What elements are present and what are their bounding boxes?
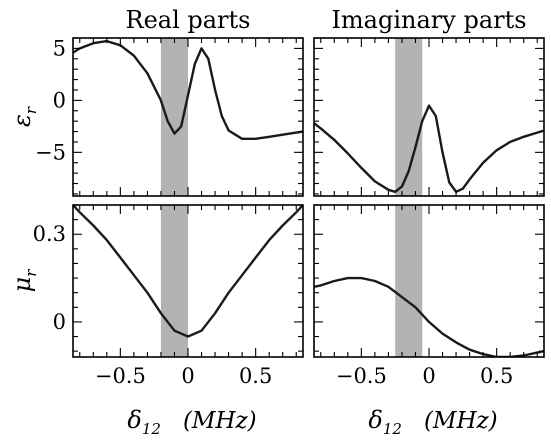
x-axis-label: δ12 (MHz) — [368, 406, 497, 438]
panel-eps_imag: Imaginary parts — [313, 6, 545, 197]
series-line — [314, 276, 544, 357]
panel-mu_real: 0.3 0 −0.5 0 0.5 μr δ12 (MHz) — [8, 204, 304, 438]
y-tick-label: −5 — [35, 140, 66, 164]
x-axis-unit: (MHz) — [183, 408, 257, 434]
panel-title: Imaginary parts — [331, 6, 526, 34]
y-axis-subscript: r — [22, 269, 40, 277]
series-line — [73, 205, 303, 338]
x-axis-subscript: 12 — [383, 420, 402, 438]
y-axis-label: μr — [8, 269, 40, 293]
y-tick-label: 5 — [53, 36, 66, 60]
series-line — [73, 39, 303, 140]
x-tick-label: −0.5 — [95, 364, 146, 388]
panel-eps_real: 5 0 −5 Real parts εr — [8, 6, 304, 197]
y-tick-label: 0 — [53, 88, 66, 112]
x-tick-label: −0.5 — [336, 364, 387, 388]
x-axis-label: δ12 (MHz) — [127, 406, 256, 438]
y-tick-label: 0 — [53, 310, 66, 334]
x-tick-label: 0 — [181, 364, 194, 388]
series-line — [314, 104, 544, 193]
x-tick-label: 0 — [422, 364, 435, 388]
x-axis-subscript: 12 — [142, 420, 161, 438]
y-tick-label: 0.3 — [33, 222, 66, 246]
x-axis-symbol: δ — [368, 406, 382, 434]
panel-title: Real parts — [126, 6, 251, 34]
plot-frame — [313, 204, 545, 358]
y-axis-label: εr — [8, 106, 40, 127]
y-axis-symbol: μ — [8, 277, 36, 293]
shaded-band — [395, 205, 423, 357]
plot-frame — [313, 37, 545, 197]
x-axis-symbol: δ — [127, 406, 141, 434]
x-axis-unit: (MHz) — [424, 408, 498, 434]
x-tick-label: 0.5 — [239, 364, 272, 388]
y-axis-subscript: r — [22, 106, 40, 114]
x-tick-label: 0.5 — [480, 364, 513, 388]
panel-mu_imag: −0.5 0 0.5 δ12 (MHz) — [313, 204, 545, 438]
y-axis-symbol: ε — [8, 114, 36, 127]
